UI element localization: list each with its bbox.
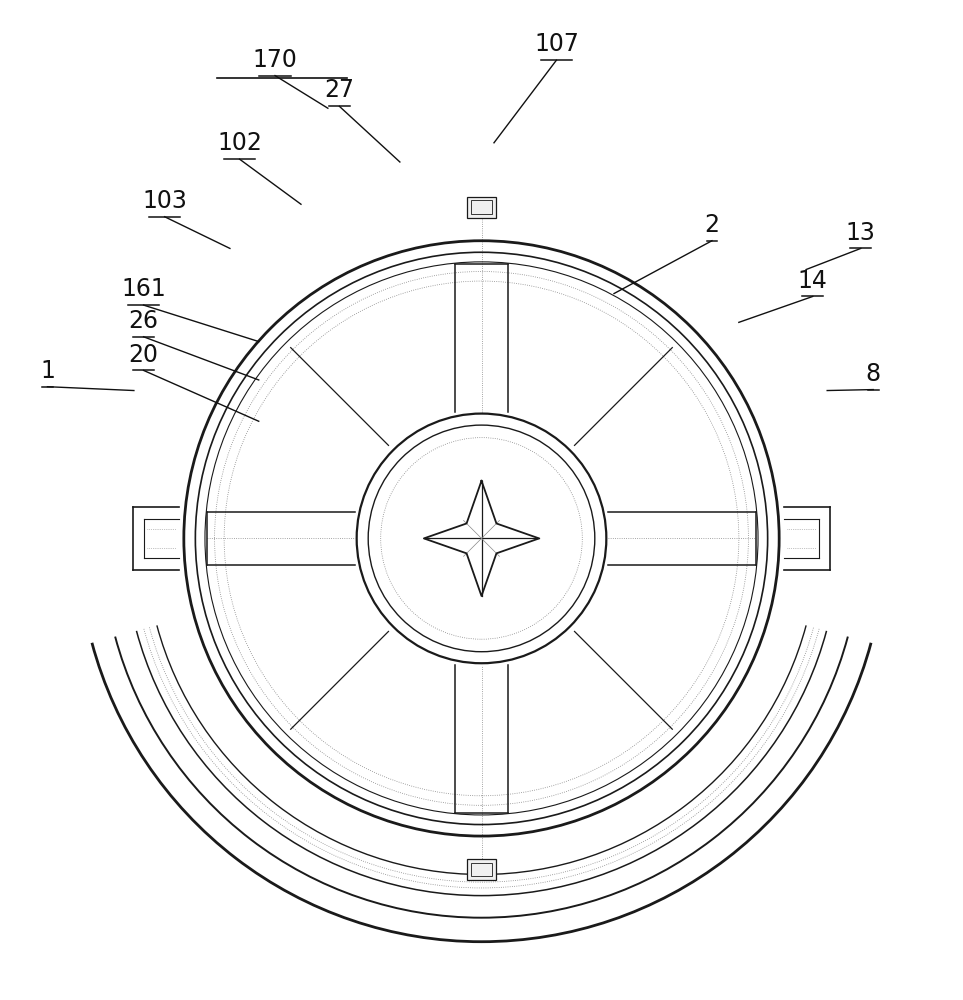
- Text: 8: 8: [866, 362, 881, 386]
- Text: 107: 107: [534, 32, 579, 56]
- Bar: [467, 859, 496, 880]
- Bar: [467, 197, 496, 218]
- Text: 103: 103: [143, 189, 187, 213]
- Bar: [471, 200, 492, 214]
- Bar: [471, 863, 492, 876]
- Text: 14: 14: [797, 269, 828, 293]
- Text: 161: 161: [121, 277, 166, 301]
- Text: 1: 1: [40, 359, 55, 383]
- Text: 102: 102: [217, 131, 262, 155]
- Text: 26: 26: [128, 309, 159, 333]
- Text: 27: 27: [325, 78, 354, 102]
- Text: 13: 13: [846, 221, 875, 245]
- Text: 2: 2: [705, 213, 719, 237]
- Text: 20: 20: [128, 343, 159, 367]
- Text: 170: 170: [252, 48, 298, 72]
